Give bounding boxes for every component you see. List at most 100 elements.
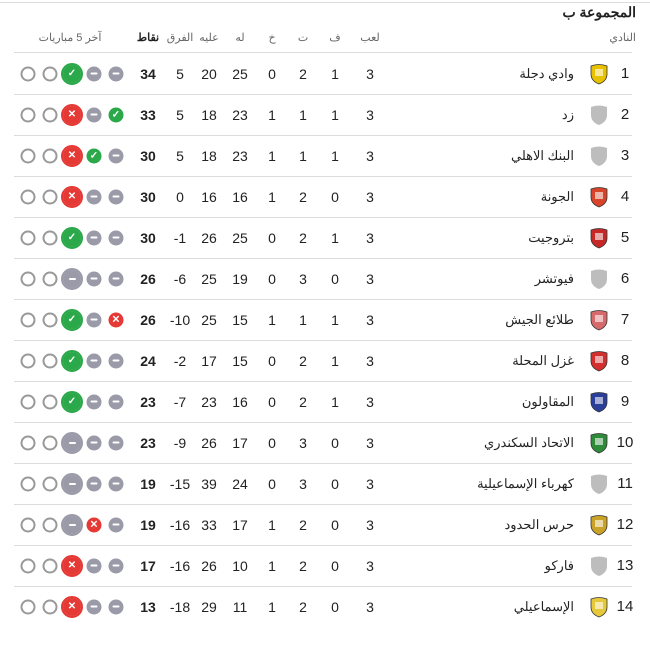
team-name[interactable]: المقاولون xyxy=(521,394,574,409)
table-row[interactable]: 12 حرس الحدود 3 0 2 1 17 33 -16 19 ✕ xyxy=(14,504,633,546)
form-draw-dash-icon[interactable] xyxy=(86,476,102,491)
table-row[interactable]: 2 زد 3 1 1 1 23 18 5 33 ✕ ✓ xyxy=(14,94,632,136)
form-win-check-icon[interactable]: ✓ xyxy=(61,226,83,249)
team-name[interactable]: حرس الحدود xyxy=(504,517,574,532)
table-row[interactable]: 1 وادي دجلة 3 1 2 0 25 20 5 34 ✓ xyxy=(14,53,632,95)
form-draw-dash-icon[interactable] xyxy=(108,599,124,614)
table-row[interactable]: 13 فاركو 3 0 2 1 10 26 -16 17 ✕ xyxy=(14,545,633,587)
goals-for: 17 xyxy=(232,435,248,451)
form-draw-dash-icon[interactable] xyxy=(108,517,124,532)
goals-for: 23 xyxy=(232,148,248,164)
form-win-check-icon[interactable]: ✓ xyxy=(61,308,83,331)
goal-diff: 5 xyxy=(176,107,184,123)
team-name[interactable]: كهرباء الإسماعيلية xyxy=(477,476,574,491)
table-row[interactable]: 3 البنك الاهلي 3 1 1 1 23 18 5 30 ✕ ✓ xyxy=(14,135,632,177)
form-win-check-icon[interactable]: ✓ xyxy=(61,390,83,413)
form-draw-dash-icon[interactable] xyxy=(108,66,124,81)
form-loss-x-icon[interactable]: ✕ xyxy=(61,144,83,167)
points: 30 xyxy=(140,230,156,246)
rank: 7 xyxy=(620,311,630,328)
team-name[interactable]: الاتحاد السكندري xyxy=(484,435,574,450)
team-name[interactable]: فيوتشر xyxy=(534,271,574,286)
table-row[interactable]: 6 فيوتشر 3 0 3 0 19 25 -6 26 xyxy=(14,258,632,300)
form-loss-x-icon[interactable]: ✕ xyxy=(86,517,102,532)
table-row[interactable]: 11 كهرباء الإسماعيلية 3 0 3 0 24 39 -15 19 xyxy=(14,463,633,505)
team-name[interactable]: الجونة xyxy=(540,189,574,204)
form-draw-dash-icon[interactable] xyxy=(61,472,83,495)
form-empty-icon xyxy=(42,435,58,450)
header-divider xyxy=(14,52,632,53)
lost: 0 xyxy=(268,271,276,287)
table-row[interactable]: 14 الإسماعيلي 3 0 2 1 11 29 -18 13 ✕ xyxy=(14,586,633,627)
form-draw-dash-icon[interactable] xyxy=(108,558,124,573)
header-team: النادي xyxy=(609,32,636,44)
form-draw-dash-icon[interactable] xyxy=(86,230,102,245)
table-row[interactable]: 4 الجونة 3 0 2 1 16 16 0 30 ✕ xyxy=(14,176,632,218)
team-name[interactable]: وادي دجلة xyxy=(519,66,574,81)
goals-for: 23 xyxy=(232,107,248,123)
form-draw-dash-icon[interactable] xyxy=(108,148,124,163)
form-loss-x-icon[interactable]: ✕ xyxy=(61,103,83,126)
form-win-check-icon[interactable]: ✓ xyxy=(61,349,83,372)
form-empty-icon xyxy=(20,476,36,491)
goals-for: 16 xyxy=(232,394,248,410)
played: 3 xyxy=(366,394,374,410)
form-empty-icon xyxy=(20,353,36,368)
form-win-check-icon[interactable]: ✓ xyxy=(108,107,124,122)
form-empty-icon xyxy=(20,189,36,204)
form-draw-dash-icon[interactable] xyxy=(108,476,124,491)
goals-against: 17 xyxy=(201,353,217,369)
played: 3 xyxy=(366,476,374,492)
table-row[interactable]: 7 طلائع الجيش 3 1 1 1 15 25 -10 26 ✓ ✕ xyxy=(14,299,632,341)
form-draw-dash-icon[interactable] xyxy=(108,189,124,204)
played: 3 xyxy=(366,66,374,82)
table-row[interactable]: 5 بتروجيت 3 1 2 0 25 26 -1 30 ✓ xyxy=(14,217,632,259)
form-loss-x-icon[interactable]: ✕ xyxy=(61,595,83,618)
form-draw-dash-icon[interactable] xyxy=(86,394,102,409)
form-draw-dash-icon[interactable] xyxy=(86,599,102,614)
goals-against: 26 xyxy=(201,558,217,574)
won: 1 xyxy=(331,66,339,82)
form-draw-dash-icon[interactable] xyxy=(108,271,124,286)
team-name[interactable]: زد xyxy=(561,107,574,122)
points: 19 xyxy=(140,476,156,492)
team-name[interactable]: فاركو xyxy=(544,558,574,573)
placeholder-shield-icon xyxy=(589,268,609,290)
form-draw-dash-icon[interactable] xyxy=(108,394,124,409)
table-row[interactable]: 8 غزل المحلة 3 1 2 0 15 17 -2 24 ✓ xyxy=(14,340,632,382)
played: 3 xyxy=(366,312,374,328)
form-draw-dash-icon[interactable] xyxy=(108,230,124,245)
drawn: 2 xyxy=(299,517,307,533)
table-row[interactable]: 9 المقاولون 3 1 2 0 16 23 -7 23 ✓ xyxy=(14,381,632,423)
form-draw-dash-icon[interactable] xyxy=(86,107,102,122)
form-draw-dash-icon[interactable] xyxy=(108,435,124,450)
form-draw-dash-icon[interactable] xyxy=(61,513,83,536)
form-draw-dash-icon[interactable] xyxy=(86,189,102,204)
form-draw-dash-icon[interactable] xyxy=(86,353,102,368)
team-name[interactable]: الإسماعيلي xyxy=(513,599,574,614)
played: 3 xyxy=(366,558,374,574)
form-draw-dash-icon[interactable] xyxy=(61,267,83,290)
team-name[interactable]: البنك الاهلي xyxy=(510,148,574,163)
table-row[interactable]: 10 الاتحاد السكندري 3 0 3 0 17 26 -9 23 xyxy=(14,422,633,464)
form-draw-dash-icon[interactable] xyxy=(86,66,102,81)
form-draw-dash-icon[interactable] xyxy=(61,431,83,454)
team-name[interactable]: طلائع الجيش xyxy=(505,312,574,327)
won: 0 xyxy=(331,271,339,287)
form-loss-x-icon[interactable]: ✕ xyxy=(61,185,83,208)
form-draw-dash-icon[interactable] xyxy=(108,353,124,368)
form-draw-dash-icon[interactable] xyxy=(86,312,102,327)
form-loss-x-icon[interactable]: ✕ xyxy=(61,554,83,577)
form-draw-dash-icon[interactable] xyxy=(86,558,102,573)
points: 13 xyxy=(140,599,156,615)
form-loss-x-icon[interactable]: ✕ xyxy=(108,312,124,327)
team-name[interactable]: غزل المحلة xyxy=(512,353,574,368)
form-win-check-icon[interactable]: ✓ xyxy=(86,148,102,163)
form-draw-dash-icon[interactable] xyxy=(86,435,102,450)
played: 3 xyxy=(366,271,374,287)
drawn: 3 xyxy=(299,435,307,451)
team-name[interactable]: بتروجيت xyxy=(528,230,574,245)
form-win-check-icon[interactable]: ✓ xyxy=(61,62,83,85)
form-draw-dash-icon[interactable] xyxy=(86,271,102,286)
lost: 0 xyxy=(268,66,276,82)
